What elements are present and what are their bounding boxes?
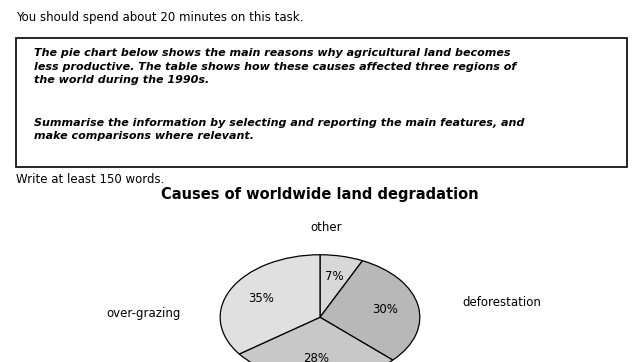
Text: 30%: 30% — [372, 303, 398, 316]
Text: 28%: 28% — [303, 352, 329, 362]
Text: over-grazing: over-grazing — [106, 307, 180, 320]
Text: other: other — [310, 221, 342, 234]
Wedge shape — [320, 255, 362, 317]
Text: The pie chart below shows the main reasons why agricultural land becomes
less pr: The pie chart below shows the main reaso… — [35, 48, 516, 85]
Text: Causes of worldwide land degradation: Causes of worldwide land degradation — [161, 188, 479, 202]
Text: 7%: 7% — [325, 270, 344, 283]
Text: Summarise the information by selecting and reporting the main features, and
make: Summarise the information by selecting a… — [35, 118, 525, 141]
Wedge shape — [220, 255, 320, 354]
Text: 35%: 35% — [248, 292, 274, 305]
FancyBboxPatch shape — [16, 38, 627, 167]
Text: Write at least 150 words.: Write at least 150 words. — [16, 173, 164, 186]
Text: You should spend about 20 minutes on this task.: You should spend about 20 minutes on thi… — [16, 10, 303, 24]
Wedge shape — [239, 317, 393, 362]
Wedge shape — [320, 261, 420, 360]
Text: deforestation: deforestation — [462, 296, 541, 310]
